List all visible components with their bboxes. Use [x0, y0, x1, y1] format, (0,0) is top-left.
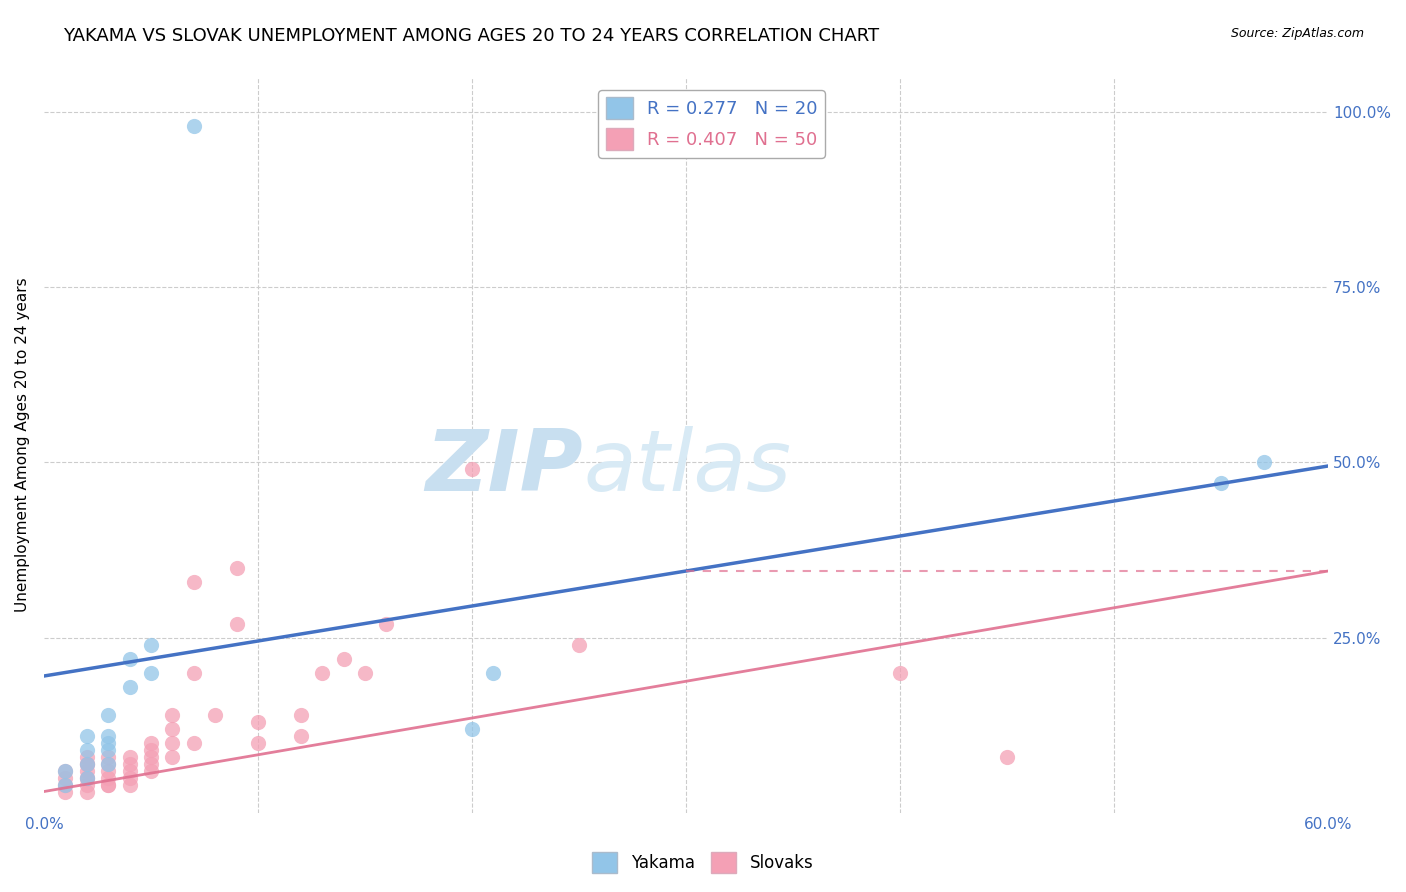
Point — [97, 735, 120, 749]
Point — [482, 665, 505, 680]
Point — [53, 764, 76, 778]
Point — [118, 764, 141, 778]
Point — [97, 764, 120, 778]
Point — [76, 756, 98, 771]
Point — [97, 742, 120, 756]
Point — [1211, 476, 1233, 491]
Point — [354, 665, 377, 680]
Point — [53, 771, 76, 785]
Point — [183, 665, 205, 680]
Point — [118, 680, 141, 694]
Point — [76, 742, 98, 756]
Point — [76, 764, 98, 778]
Point — [118, 749, 141, 764]
Point — [246, 714, 269, 729]
Point — [76, 771, 98, 785]
Point — [139, 742, 162, 756]
Point — [332, 651, 354, 665]
Point — [76, 729, 98, 743]
Point — [76, 756, 98, 771]
Point — [183, 574, 205, 589]
Point — [97, 749, 120, 764]
Point — [97, 756, 120, 771]
Point — [76, 771, 98, 785]
Point — [568, 638, 591, 652]
Point — [162, 707, 184, 722]
Point — [246, 735, 269, 749]
Point — [461, 722, 484, 736]
Point — [139, 638, 162, 652]
Point — [225, 560, 247, 574]
Point — [375, 616, 398, 631]
Point — [97, 778, 120, 792]
Point — [139, 665, 162, 680]
Point — [97, 771, 120, 785]
Point — [76, 771, 98, 785]
Point — [53, 764, 76, 778]
Point — [76, 784, 98, 798]
Point — [162, 749, 184, 764]
Text: YAKAMA VS SLOVAK UNEMPLOYMENT AMONG AGES 20 TO 24 YEARS CORRELATION CHART: YAKAMA VS SLOVAK UNEMPLOYMENT AMONG AGES… — [63, 27, 879, 45]
Text: ZIP: ZIP — [426, 425, 583, 508]
Point — [76, 749, 98, 764]
Point — [139, 756, 162, 771]
Legend: Yakama, Slovaks: Yakama, Slovaks — [586, 846, 820, 880]
Point — [139, 764, 162, 778]
Point — [118, 651, 141, 665]
Point — [53, 778, 76, 792]
Point — [162, 722, 184, 736]
Legend: R = 0.277   N = 20, R = 0.407   N = 50: R = 0.277 N = 20, R = 0.407 N = 50 — [599, 90, 825, 158]
Point — [204, 707, 226, 722]
Point — [97, 778, 120, 792]
Point — [183, 120, 205, 134]
Point — [290, 729, 312, 743]
Point — [139, 749, 162, 764]
Point — [118, 771, 141, 785]
Point — [995, 749, 1018, 764]
Point — [1253, 455, 1275, 469]
Point — [97, 729, 120, 743]
Point — [290, 707, 312, 722]
Point — [162, 735, 184, 749]
Point — [183, 735, 205, 749]
Point — [76, 756, 98, 771]
Point — [311, 665, 333, 680]
Point — [97, 707, 120, 722]
Point — [53, 778, 76, 792]
Point — [97, 756, 120, 771]
Text: Source: ZipAtlas.com: Source: ZipAtlas.com — [1230, 27, 1364, 40]
Point — [225, 616, 247, 631]
Text: atlas: atlas — [583, 425, 792, 508]
Point — [461, 462, 484, 476]
Point — [76, 778, 98, 792]
Point — [889, 665, 911, 680]
Point — [118, 778, 141, 792]
Point — [53, 784, 76, 798]
Y-axis label: Unemployment Among Ages 20 to 24 years: Unemployment Among Ages 20 to 24 years — [15, 277, 30, 612]
Point — [118, 756, 141, 771]
Point — [139, 735, 162, 749]
